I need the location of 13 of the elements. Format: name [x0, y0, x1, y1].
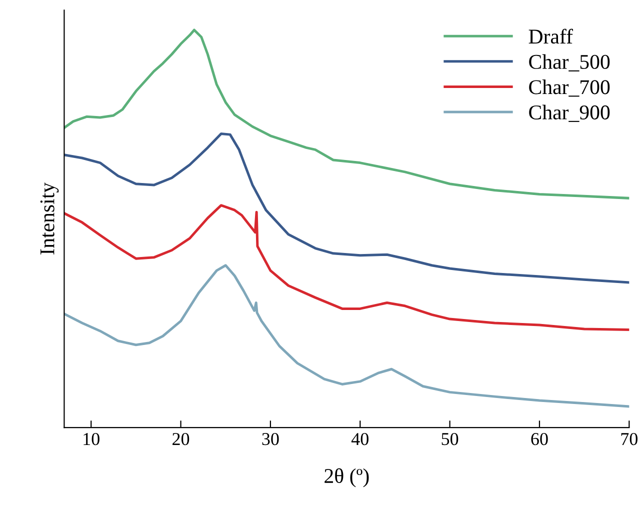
legend-label: Char_900: [529, 104, 610, 122]
y-axis-title: Intensity: [40, 182, 59, 255]
x-tick-label: 40: [351, 432, 368, 446]
legend-label: Draff: [528, 28, 573, 44]
x-tick-label: 30: [262, 432, 279, 446]
x-tick-label: 60: [531, 432, 548, 446]
legend-label: Char_500: [529, 54, 610, 72]
x-tick-label: 70: [621, 432, 638, 446]
x-axis-title: 2θ (º): [324, 468, 369, 488]
x-tick-label: 20: [172, 432, 190, 446]
x-tick-label: 10: [84, 432, 100, 446]
legend-label: Char_700: [529, 80, 610, 97]
x-tick-label: 50: [442, 432, 458, 446]
